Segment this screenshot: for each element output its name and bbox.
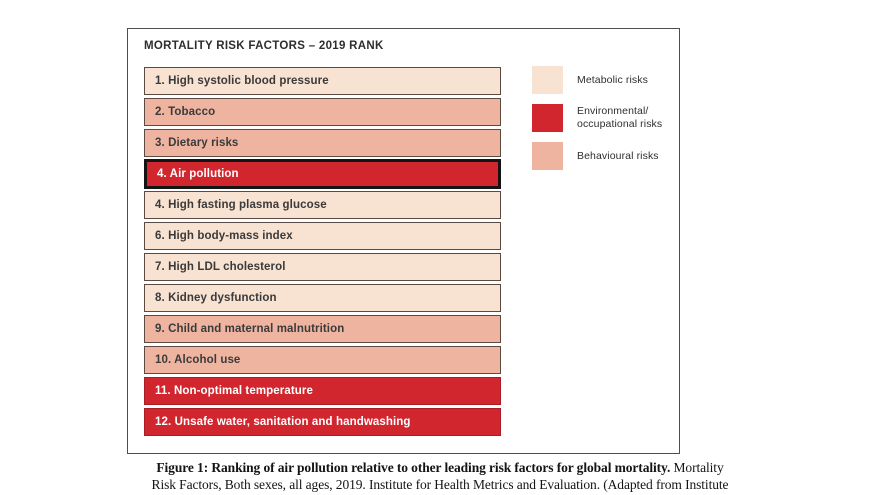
caption-bold-text: Figure 1: Ranking of air pollution relat… bbox=[156, 460, 671, 475]
risk-bar: 2. Tobacco bbox=[144, 98, 501, 126]
legend-label: Metabolic risks bbox=[577, 73, 648, 86]
risk-bar: 1. High systolic blood pressure bbox=[144, 67, 501, 95]
legend-swatch bbox=[532, 104, 563, 132]
risk-bar: 7. High LDL cholesterol bbox=[144, 253, 501, 281]
legend-label: Environmental/ occupational risks bbox=[577, 105, 663, 130]
legend-item: Behavioural risks bbox=[532, 142, 682, 170]
figure-title: MORTALITY RISK FACTORS – 2019 RANK bbox=[144, 40, 384, 52]
risk-bar: 11. Non-optimal temperature bbox=[144, 377, 501, 405]
risk-bar: 4. Air pollution bbox=[144, 159, 501, 189]
risk-bar: 10. Alcohol use bbox=[144, 346, 501, 374]
legend-item: Environmental/ occupational risks bbox=[532, 104, 682, 132]
legend-swatch bbox=[532, 66, 563, 94]
legend-swatch bbox=[532, 142, 563, 170]
risk-bar: 9. Child and maternal malnutrition bbox=[144, 315, 501, 343]
risk-bar: 4. High fasting plasma glucose bbox=[144, 191, 501, 219]
risk-bar: 8. Kidney dysfunction bbox=[144, 284, 501, 312]
risk-bar: 6. High body-mass index bbox=[144, 222, 501, 250]
caption-line-1: Figure 1: Ranking of air pollution relat… bbox=[40, 460, 840, 477]
legend-item: Metabolic risks bbox=[532, 66, 682, 94]
caption-line-2: Risk Factors, Both sexes, all ages, 2019… bbox=[151, 476, 729, 492]
risk-bar: 3. Dietary risks bbox=[144, 129, 501, 157]
legend-label: Behavioural risks bbox=[577, 149, 659, 162]
risk-bar-list: 1. High systolic blood pressure 2. Tobacc… bbox=[144, 67, 501, 439]
figure-caption: Figure 1: Ranking of air pollution relat… bbox=[40, 460, 840, 493]
risk-bar: 12. Unsafe water, sanitation and handwas… bbox=[144, 408, 501, 436]
figure-panel: MORTALITY RISK FACTORS – 2019 RANK 1. Hi… bbox=[127, 28, 680, 454]
legend: Metabolic risks Environmental/ occupation… bbox=[532, 66, 682, 170]
caption-regular-text: Mortality bbox=[670, 460, 724, 475]
